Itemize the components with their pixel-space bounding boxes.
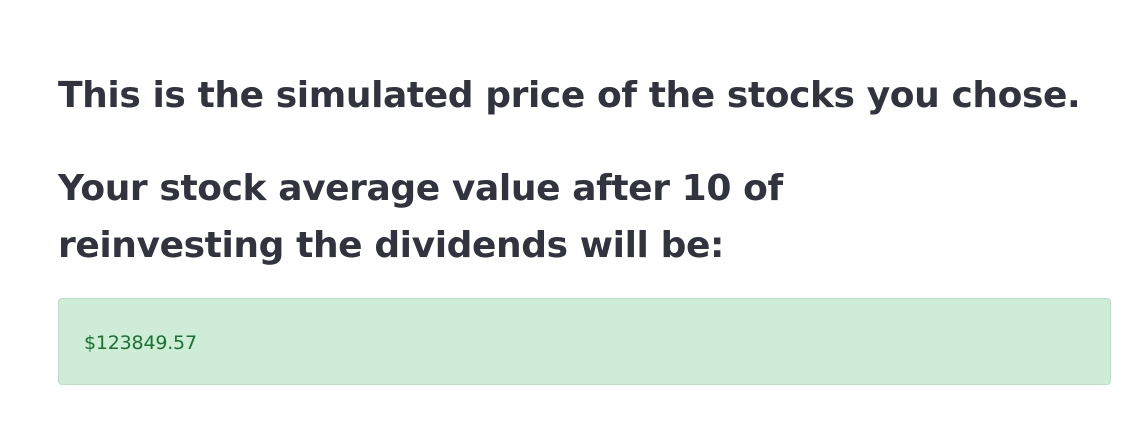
result-success-alert: $123849.57 bbox=[58, 298, 1111, 385]
simulated-price-heading: This is the simulated price of the stock… bbox=[58, 75, 1081, 116]
average-value-heading: Your stock average value after 10 of rei… bbox=[58, 168, 783, 266]
result-value: $123849.57 bbox=[84, 332, 197, 354]
